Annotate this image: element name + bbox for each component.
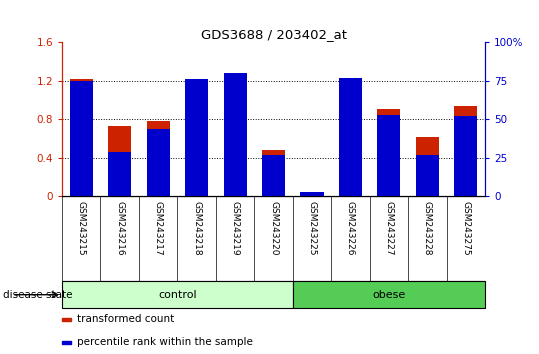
Text: GSM243220: GSM243220 (269, 201, 278, 255)
Bar (454, 106, 478, 196)
Text: GSM243219: GSM243219 (231, 201, 239, 255)
Bar (108, 126, 131, 196)
Bar (339, 80, 362, 196)
Text: transformed count: transformed count (77, 314, 174, 325)
Text: GSM243218: GSM243218 (192, 201, 201, 255)
Title: GDS3688 / 203402_at: GDS3688 / 203402_at (201, 28, 347, 41)
Text: GSM243216: GSM243216 (115, 201, 124, 255)
Bar (185, 79, 208, 196)
Text: control: control (158, 290, 197, 300)
Text: GSM243228: GSM243228 (423, 201, 432, 255)
Text: obese: obese (372, 290, 405, 300)
Text: GSM243226: GSM243226 (346, 201, 355, 255)
Bar (147, 129, 170, 196)
Bar (300, 192, 323, 196)
Bar (70, 79, 93, 196)
Bar (262, 150, 285, 196)
Text: GSM243275: GSM243275 (461, 201, 471, 255)
Bar (416, 137, 439, 196)
Text: GSM243217: GSM243217 (154, 201, 163, 255)
Text: GSM243215: GSM243215 (77, 201, 86, 255)
Text: GSM243227: GSM243227 (384, 201, 393, 255)
Text: percentile rank within the sample: percentile rank within the sample (77, 337, 253, 348)
Bar (377, 115, 400, 196)
Bar (147, 121, 170, 196)
Bar (454, 116, 478, 196)
Bar (224, 73, 247, 196)
Bar (224, 76, 247, 196)
Bar (262, 155, 285, 196)
Text: disease state: disease state (3, 290, 72, 300)
Bar (62, 318, 71, 321)
Bar (70, 81, 93, 196)
Bar (185, 87, 208, 196)
Bar (62, 341, 71, 344)
Bar (62, 281, 293, 308)
Bar (339, 78, 362, 196)
Bar (416, 155, 439, 196)
Bar (300, 192, 323, 196)
Bar (293, 281, 485, 308)
Bar (108, 152, 131, 196)
Text: GSM243225: GSM243225 (308, 201, 316, 255)
Bar (377, 109, 400, 196)
